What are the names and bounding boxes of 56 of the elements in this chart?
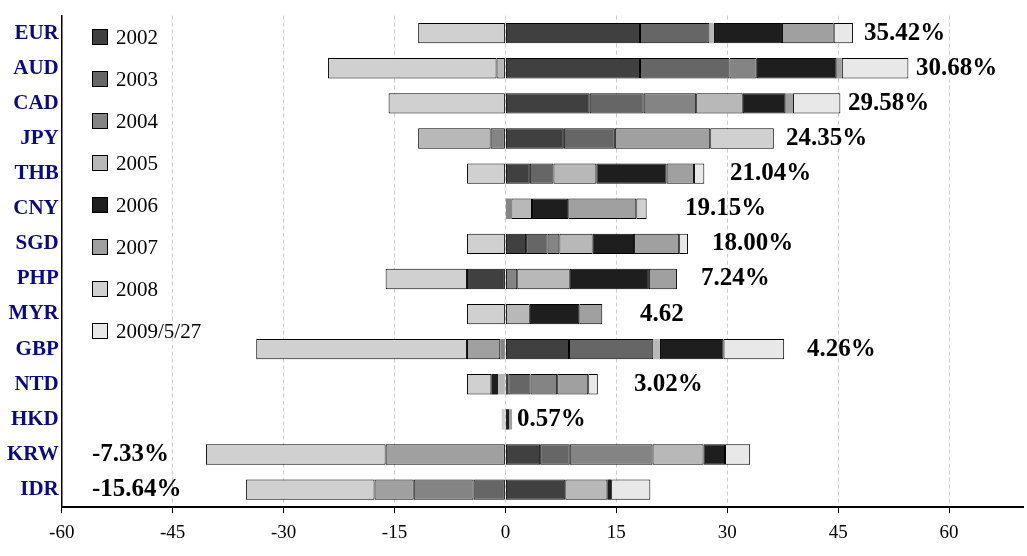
bar — [509, 409, 513, 430]
x-tick-label: 45 — [828, 520, 848, 542]
bar — [505, 409, 510, 430]
bar — [653, 339, 660, 360]
legend-label: 2007 — [116, 234, 158, 260]
bar — [785, 93, 794, 114]
y-tick-label: NTD — [14, 370, 59, 395]
x-tick-label: 60 — [939, 520, 959, 542]
y-tick-label: THB — [14, 160, 59, 185]
y-tick-label: AUD — [13, 54, 59, 79]
annotation: 4.26% — [807, 333, 876, 361]
annotation: 0.57% — [517, 403, 586, 431]
annotation: 3.02% — [634, 368, 703, 396]
y-tick-label: HKD — [10, 405, 59, 430]
y-tick-label: EUR — [14, 19, 60, 44]
annotation: 21.04% — [730, 158, 812, 186]
legend-label: 2006 — [116, 192, 158, 218]
legend-label: 2005 — [116, 150, 158, 176]
legend-label: 2002 — [116, 24, 158, 50]
x-tick-label: 30 — [717, 520, 737, 542]
x-tick-label: -30 — [270, 520, 297, 542]
legend-label: 2004 — [116, 108, 158, 134]
annotation: 24.35% — [786, 122, 868, 150]
annotation: -15.64% — [92, 474, 182, 502]
legend-label: 2009/5/27 — [116, 318, 202, 344]
y-tick-label: PHP — [16, 265, 59, 290]
x-tick-label: -45 — [160, 520, 186, 542]
legend-label: 2003 — [116, 66, 158, 92]
x-tick-label: 15 — [606, 520, 626, 542]
bar — [709, 22, 714, 44]
y-tick-label: GBP — [15, 335, 59, 360]
legend-label: 2008 — [116, 276, 158, 302]
y-tick-label: SGD — [15, 230, 59, 255]
bar — [836, 58, 842, 79]
annotation: 29.58% — [848, 87, 930, 115]
x-tick-label: 0 — [500, 520, 511, 542]
y-tick-label: IDR — [20, 476, 60, 501]
x-tick-label: -15 — [381, 520, 408, 542]
annotation: -7.33% — [92, 438, 170, 466]
bar — [498, 374, 505, 395]
bar — [491, 374, 499, 395]
annotation: 18.00% — [712, 228, 794, 256]
bar — [500, 339, 505, 360]
x-tick-label: -60 — [49, 520, 75, 542]
y-tick-label: KRW — [7, 440, 59, 465]
bar — [607, 479, 612, 500]
y-tick-label: CNY — [13, 195, 59, 220]
annotation: 30.68% — [916, 52, 998, 80]
annotation: 4.62 — [640, 298, 684, 326]
annotation: 35.42% — [864, 17, 946, 45]
annotation: 19.15% — [685, 193, 767, 221]
annotation: 7.24% — [701, 263, 770, 291]
y-tick-label: JPY — [20, 124, 59, 149]
bar — [505, 198, 512, 219]
y-tick-label: MYR — [8, 300, 60, 325]
y-tick-label: CAD — [13, 89, 59, 114]
